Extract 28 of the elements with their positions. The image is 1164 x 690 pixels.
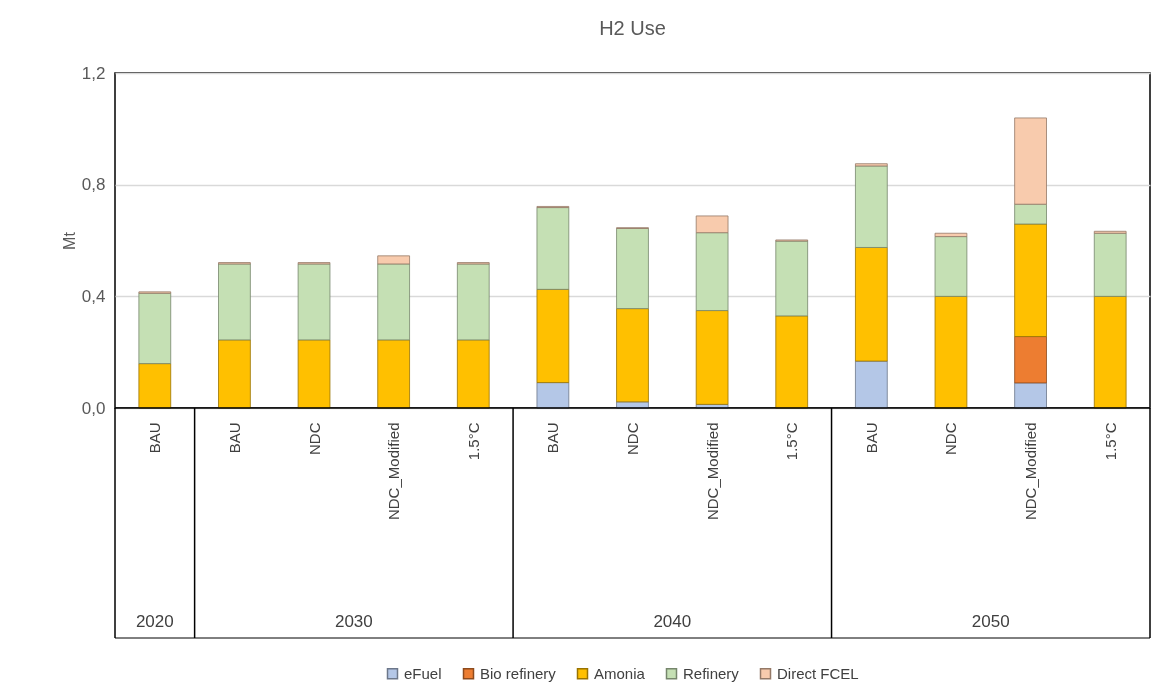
x-tick-label: NDC_Modified xyxy=(1022,422,1040,521)
x-tick-label: NDC xyxy=(942,422,960,455)
legend-label: Direct FCEL xyxy=(777,664,859,682)
x-tick-label: BAU xyxy=(225,422,243,454)
y-tick-label: 0,0 xyxy=(81,398,106,418)
x-tick-label: 1.5°C xyxy=(1101,422,1119,461)
legend-label: Amonia xyxy=(594,664,646,682)
y-tick-label: 1,2 xyxy=(81,63,106,83)
text: 2050 xyxy=(971,612,1010,631)
y-axis-title: Mt xyxy=(60,231,78,250)
x-tick-label: NDC_Modified xyxy=(703,422,721,521)
legend-label: eFuel xyxy=(404,664,442,682)
legend-label: Refinery xyxy=(683,664,740,682)
x-tick-label: BAU xyxy=(544,422,562,454)
text: 2040 xyxy=(653,612,692,631)
text: 2020 xyxy=(135,612,174,631)
chart-title: H2 Use xyxy=(599,17,666,39)
x-tick-label: NDC xyxy=(305,422,323,455)
x-tick-label: 1.5°C xyxy=(783,422,801,461)
x-tick-label: NDC xyxy=(624,422,641,455)
y-tick-label: 0,4 xyxy=(81,286,106,306)
x-tick-label: NDC_Modified xyxy=(385,422,403,521)
legend-label: Bio refinery xyxy=(480,664,557,682)
y-tick-label: 0,8 xyxy=(81,175,106,195)
x-tick-label: 1.5°C xyxy=(464,422,482,461)
x-tick-label: BAU xyxy=(862,422,880,454)
x-tick-label: BAU xyxy=(146,422,164,454)
text: 2030 xyxy=(334,612,373,631)
